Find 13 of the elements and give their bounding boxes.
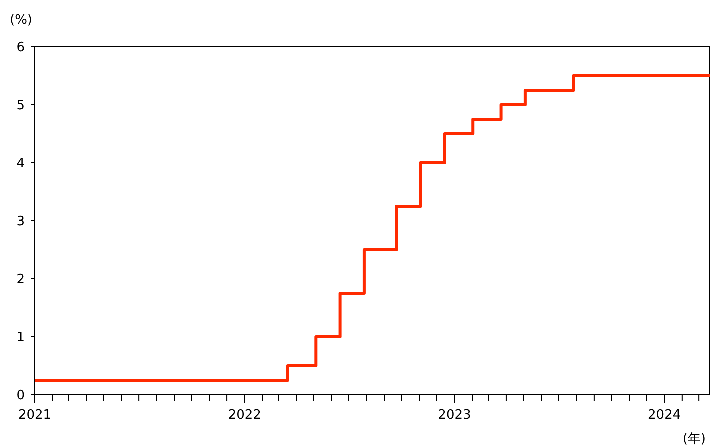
y-tick-label: 4 bbox=[16, 156, 25, 172]
x-tick-label: 2021 bbox=[18, 408, 52, 423]
y-tick-label: 5 bbox=[16, 98, 25, 114]
x-axis-title: (年) bbox=[682, 432, 706, 447]
y-tick-label: 1 bbox=[16, 330, 25, 346]
y-axis-title: (%) bbox=[10, 13, 32, 28]
y-tick-label: 3 bbox=[16, 214, 25, 230]
x-tick-label: 2022 bbox=[228, 408, 262, 423]
y-tick-label: 6 bbox=[16, 40, 25, 56]
x-tick-label: 2024 bbox=[648, 408, 682, 423]
y-tick-label: 0 bbox=[16, 388, 25, 404]
x-tick-label: 2023 bbox=[438, 408, 472, 423]
y-tick-label: 2 bbox=[16, 272, 25, 288]
